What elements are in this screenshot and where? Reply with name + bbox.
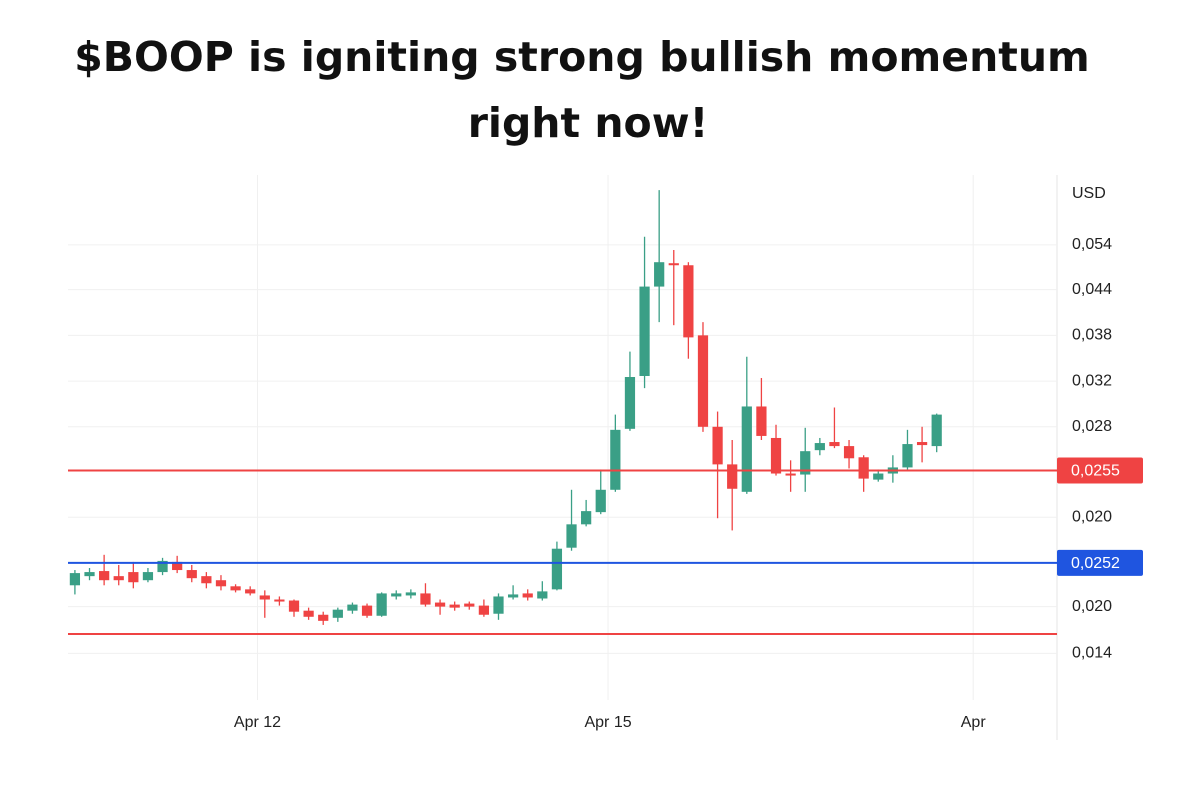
- candle-body: [434, 602, 446, 607]
- chart-subtitle: right now!: [468, 99, 709, 147]
- candle-body: [551, 548, 563, 590]
- candle-body: [610, 429, 621, 490]
- y-tick-label: 0,028: [1072, 418, 1112, 435]
- y-tick-label: 0,054: [1072, 236, 1112, 253]
- candle-body: [128, 572, 139, 583]
- candle-body: [829, 442, 840, 447]
- candle-body: [245, 589, 256, 594]
- candle-body: [69, 573, 81, 586]
- chart-title: $BOOP is igniting strong bullish momentu…: [74, 33, 1090, 81]
- candle-body: [843, 446, 855, 459]
- price-tag-label: 0,0255: [1071, 463, 1120, 480]
- candle-body: [639, 286, 650, 376]
- x-tick-label: Apr 15: [584, 714, 631, 731]
- candle-body: [157, 560, 168, 573]
- candle-body: [172, 561, 183, 571]
- candle-body: [858, 457, 869, 479]
- candle-body: [99, 571, 110, 581]
- candle-body: [727, 464, 738, 489]
- candle-body: [741, 406, 752, 492]
- candle-body: [332, 609, 343, 618]
- price-tag-label: 0,0252: [1071, 555, 1120, 572]
- candle-body: [186, 570, 197, 579]
- candle-body: [712, 426, 723, 465]
- candle-body: [595, 489, 606, 513]
- y-tick-label: 0,014: [1072, 645, 1112, 662]
- candle-body: [931, 414, 942, 447]
- candle-body: [785, 473, 796, 476]
- y-tick-label: 0,038: [1072, 327, 1112, 344]
- y-tick-label: 0,032: [1072, 372, 1112, 389]
- candle-body: [230, 586, 241, 591]
- candle-body: [376, 593, 387, 616]
- candle-body: [318, 614, 329, 621]
- candle-body: [259, 595, 270, 600]
- y-tick-label: 0,020: [1072, 598, 1112, 615]
- candle-body: [405, 592, 416, 596]
- price-tag: [1057, 549, 1143, 576]
- candle-body: [361, 605, 373, 616]
- candle-body: [566, 524, 577, 548]
- candle-body: [581, 511, 592, 525]
- candle-body: [391, 593, 402, 597]
- candle-body: [668, 263, 679, 266]
- candle-body: [303, 610, 314, 617]
- candle-body: [902, 444, 913, 468]
- candle-body: [683, 265, 694, 338]
- candle-body: [464, 603, 475, 607]
- y-tick-label: 0,020: [1072, 508, 1112, 525]
- x-tick-label: Apr 12: [234, 714, 281, 731]
- candle-body: [756, 406, 767, 436]
- candle-body: [697, 335, 709, 427]
- candle-body: [84, 572, 95, 577]
- candle-body: [420, 593, 431, 605]
- candle-body: [522, 593, 533, 598]
- candle-body: [624, 377, 636, 429]
- y-tick-label: 0,044: [1072, 281, 1112, 298]
- candle-body: [478, 605, 490, 615]
- candle-body: [873, 473, 884, 480]
- candle-body: [507, 594, 519, 598]
- candle-body: [113, 576, 124, 581]
- currency-label: USD: [1072, 185, 1106, 202]
- candle-body: [449, 604, 460, 608]
- candle-body: [347, 604, 358, 611]
- candle-body: [916, 442, 928, 446]
- candle-body: [215, 580, 227, 587]
- candle-body: [493, 596, 504, 614]
- candle-body: [201, 576, 212, 584]
- candle-body: [800, 451, 811, 475]
- candle-body: [274, 599, 285, 602]
- price-tag: [1057, 457, 1143, 484]
- candle-body: [814, 443, 825, 451]
- candle-body: [288, 600, 300, 612]
- x-tick-label: Apr: [961, 714, 987, 731]
- candle-body: [537, 591, 548, 599]
- candle-body: [142, 572, 154, 581]
- candle-body: [654, 262, 665, 287]
- candle-body: [770, 437, 782, 474]
